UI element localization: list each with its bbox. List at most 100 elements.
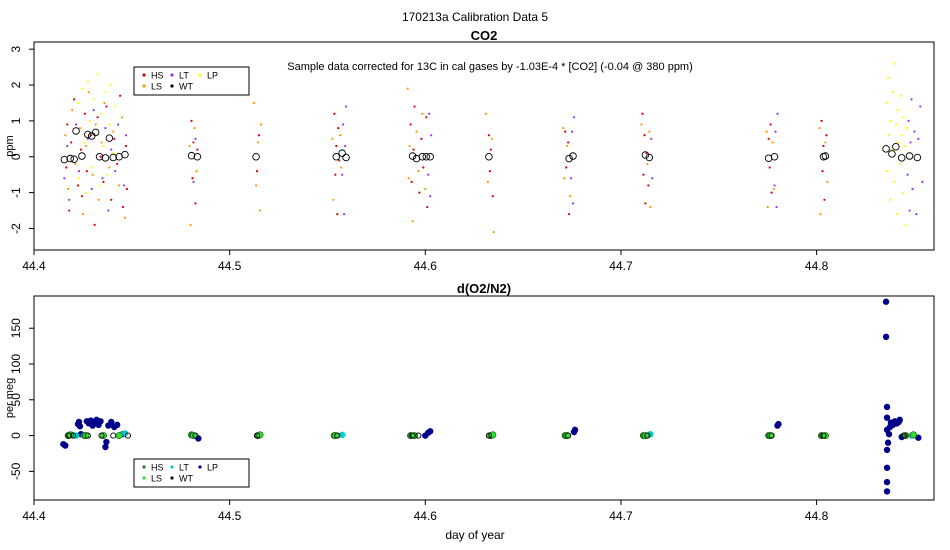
o2n2-point-lp — [896, 416, 903, 424]
co2-point-hs — [99, 155, 102, 158]
co2-legend-label: HS — [151, 71, 164, 81]
x-axis-label: day of year — [445, 528, 504, 542]
o2n2-point-lp — [883, 488, 891, 495]
co2-point-hs — [192, 141, 195, 144]
co2-point-lp — [90, 166, 93, 169]
co2-point-hs — [196, 148, 199, 151]
co2-ytick-label: 3 — [9, 46, 23, 53]
co2-point-wt — [569, 152, 577, 160]
co2-point-lt — [86, 137, 89, 140]
co2-point-hs — [644, 202, 647, 205]
co2-point-ls — [648, 130, 651, 133]
o2n2-point-lp — [108, 418, 115, 426]
co2-point-lp — [100, 112, 103, 115]
co2-point-wt — [821, 152, 830, 160]
o2n2-point-wt — [70, 432, 77, 439]
co2-xtick-label: 44.7 — [609, 259, 633, 273]
co2-point-lt — [90, 187, 93, 191]
co2-point-lp — [903, 144, 906, 148]
o2n2-ytick-label: 50 — [9, 393, 23, 407]
o2n2-title: d(O2/N2) — [457, 281, 511, 296]
co2-point-lt — [117, 123, 120, 126]
o2n2-point-ls — [331, 432, 339, 440]
co2-point-ls — [64, 134, 67, 137]
co2-point-ls — [417, 170, 420, 173]
o2n2-point-lp — [426, 428, 434, 435]
co2-point-hs — [641, 112, 644, 115]
o2n2-ytick-label: -50 — [9, 462, 23, 480]
co2-point-wt — [645, 153, 654, 162]
o2n2-point-wt — [409, 432, 416, 439]
o2n2-point-wt — [565, 432, 572, 439]
co2-point-wt — [95, 153, 104, 161]
o2n2-point-lp — [883, 446, 891, 454]
co2-point-lp — [77, 177, 81, 180]
co2-point-lt — [651, 177, 654, 180]
co2-point-lt — [110, 148, 113, 151]
co2-point-lp — [898, 162, 901, 166]
co2-point-lt — [430, 134, 433, 137]
co2-point-lt — [428, 112, 431, 115]
co2-point-ls — [81, 213, 85, 216]
o2n2-point-wt — [84, 432, 91, 439]
o2n2-legend-marker — [142, 476, 146, 480]
co2-point-wt — [121, 150, 129, 159]
co2-point-lp — [889, 119, 893, 122]
co2-point-hs — [769, 123, 772, 126]
co2-point-ls — [415, 130, 418, 133]
co2-point-hs — [116, 162, 119, 166]
co2-point-lp — [904, 223, 907, 226]
co2-point-ls — [826, 180, 829, 183]
co2-point-wt — [892, 142, 900, 151]
co2-point-ls — [490, 137, 493, 140]
co2-legend-marker — [170, 84, 174, 88]
co2-point-wt — [66, 154, 74, 163]
co2-point-lt — [908, 209, 911, 212]
co2-point-lt — [104, 126, 107, 130]
co2-point-ls — [118, 184, 121, 187]
co2-point-wt — [565, 154, 573, 163]
o2n2-point-lp — [882, 298, 890, 305]
co2-point-wt — [60, 155, 69, 164]
co2-ylabel: ppm — [4, 135, 16, 156]
co2-point-lt — [572, 116, 576, 119]
co2-point-hs — [642, 173, 645, 176]
co2-point-lt — [776, 112, 779, 115]
co2-point-hs — [105, 105, 108, 108]
co2-point-wt — [485, 153, 493, 161]
co2-point-ls — [91, 173, 94, 176]
o2n2-point-wt — [334, 432, 341, 439]
co2-point-lp — [82, 141, 85, 144]
o2n2-point-ls — [99, 432, 107, 440]
co2-point-hs — [93, 223, 96, 226]
co2-point-ls — [492, 230, 495, 234]
o2n2-point-wt — [98, 432, 105, 439]
co2-point-lt — [344, 105, 348, 108]
co2-point-hs — [335, 144, 338, 148]
co2-point-hs — [491, 195, 494, 198]
co2-legend-marker — [142, 84, 146, 88]
o2n2-point-lp — [87, 417, 94, 424]
o2n2-point-ls — [909, 431, 917, 439]
co2-point-wt — [332, 153, 341, 161]
o2n2-legend-marker — [170, 465, 174, 469]
o2n2-points — [60, 298, 922, 495]
co2-point-lt — [68, 198, 71, 201]
o2n2-legend-marker — [170, 476, 174, 480]
o2n2-point-wt — [644, 432, 651, 439]
co2-point-wt — [193, 153, 202, 161]
co2-legend-label: LT — [179, 71, 189, 81]
co2-point-hs — [96, 116, 99, 119]
o2n2-point-wt — [820, 432, 827, 439]
co2-point-hs — [118, 94, 122, 97]
co2-point-ls — [103, 101, 106, 105]
co2-point-ls — [484, 112, 488, 115]
co2-point-hs — [645, 152, 648, 155]
co2-point-ls — [486, 180, 490, 183]
co2-point-hs — [568, 213, 571, 216]
co2-plot-frame — [33, 41, 935, 251]
co2-point-lt — [342, 123, 345, 126]
co2-point-lp — [892, 180, 895, 183]
